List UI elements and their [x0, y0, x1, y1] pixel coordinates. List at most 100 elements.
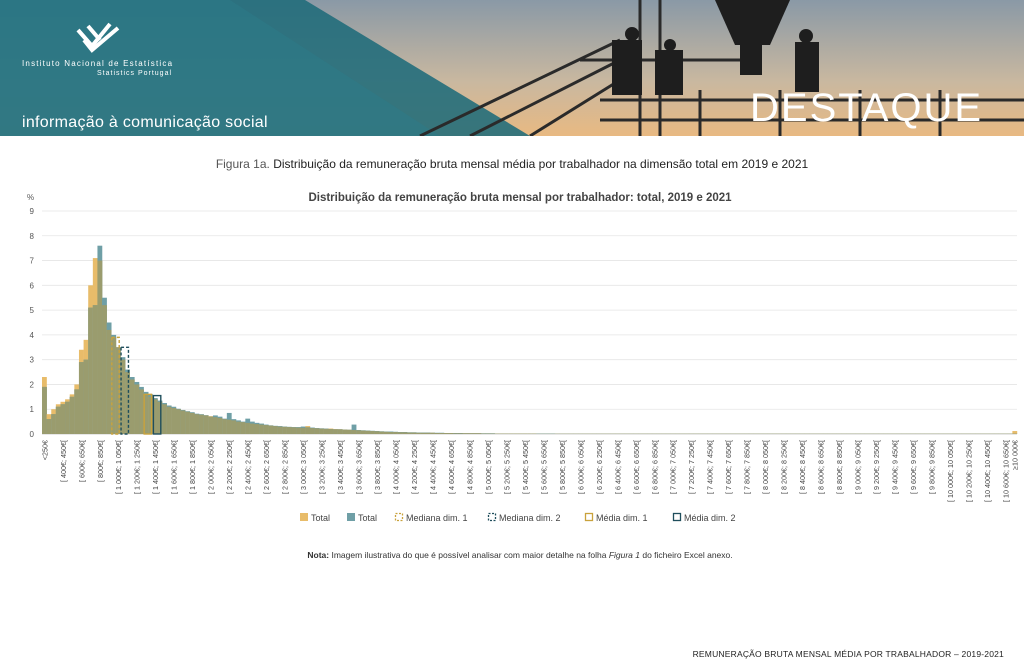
bar-overlap [370, 431, 375, 434]
bar-overlap [420, 432, 426, 434]
bar-overlap [383, 431, 389, 434]
x-tick-label: [ 2 800€; 2 850€[ [281, 440, 290, 494]
bar-overlap [402, 432, 408, 434]
statistic-markers [111, 336, 162, 435]
x-tick-label: [ 9 200€; 9 250€[ [872, 440, 881, 494]
note-label: Nota: [307, 550, 330, 560]
bar-overlap [115, 347, 121, 434]
bar-overlap [360, 430, 366, 434]
note-sheet-name: Figura 1 [608, 550, 640, 560]
bar-overlap [476, 433, 482, 434]
bar-overlap [397, 432, 403, 434]
bar-overlap [78, 362, 84, 434]
y-tick-label: 1 [30, 405, 35, 414]
y-tick-label: 8 [30, 232, 35, 241]
x-tick-label: [ 10 000€; 10 050€[ [946, 440, 955, 502]
bar-overlap [277, 426, 283, 434]
bar-overlap [162, 404, 167, 434]
y-tick-label: 7 [30, 257, 35, 266]
bar-overlap [263, 425, 269, 434]
x-tick-label: [ 6 000€; 6 050€[ [576, 440, 585, 494]
x-tick-label: [ 10 200€; 10 250€[ [964, 440, 973, 502]
bar-overlap [342, 429, 348, 434]
bar-overlap [305, 427, 311, 434]
x-tick-label: [ 8 000€; 8 050€[ [761, 440, 770, 494]
histogram-chart: Distribuição da remuneração bruta mensal… [27, 192, 1020, 523]
bar-overlap [448, 433, 454, 434]
legend-swatch [394, 512, 404, 522]
figure-prefix: Figura 1a. [215, 157, 270, 171]
y-tick-labels: 0 1 2 3 4 5 6 7 8 9 [30, 207, 35, 439]
y-tick-label: 3 [30, 356, 35, 365]
x-tick-label: [ 7 200€; 7 250€[ [687, 440, 696, 494]
x-tick-label: [ 6 600€; 6 650€[ [632, 440, 641, 494]
bar-overlap [42, 386, 47, 434]
y-tick-label: 6 [30, 281, 35, 290]
legend-label: Total [311, 513, 330, 523]
bar-overlap [374, 431, 380, 434]
legend-label: Mediana dim. 1 [406, 513, 468, 523]
legend-label: Média dim. 2 [684, 513, 736, 523]
bar-overlap [55, 406, 61, 434]
bar-overlap [273, 426, 278, 434]
legend-swatch [487, 512, 497, 522]
legend-swatch [347, 513, 355, 521]
bar-overlap [46, 419, 52, 434]
workers-silhouette [612, 0, 819, 95]
bar-overlap [185, 411, 191, 434]
x-tick-label: [ 4 600€; 4 650€[ [447, 440, 456, 494]
x-tick-label: [ 9 800€; 9 850€[ [928, 440, 937, 494]
bar-overlap [139, 389, 144, 434]
y-tick-label: 5 [30, 306, 35, 315]
x-tick-label: [ 10 600€; 10 650€[ [1001, 440, 1010, 502]
x-tick-label: [ 1 200€; 1 250€[ [133, 440, 142, 494]
bar-overlap [199, 414, 204, 434]
bar-overlap [176, 409, 181, 434]
x-tick-label: ≥10 000€ [1011, 440, 1020, 470]
x-tick-labels: <250€ [ 400€; 450€[[ 600€; 650€[[ 800€; 8… [40, 440, 1019, 502]
bar-overlap [65, 401, 70, 434]
x-tick-label: [ 5 600€; 5 650€[ [539, 440, 548, 494]
bar-overlap [148, 396, 154, 434]
marker-bar [120, 346, 130, 435]
bar-overlap [291, 427, 297, 434]
x-tick-label: [ 800€; 850€[ [96, 440, 105, 482]
gridlines [42, 210, 1017, 435]
bar-overlap [74, 389, 80, 434]
bar-overlap [240, 422, 246, 434]
bar-overlap [268, 425, 274, 434]
x-tick-label: [ 8 200€; 8 250€[ [780, 440, 789, 494]
bar-overlap [125, 372, 130, 434]
bar-overlap [411, 432, 417, 434]
x-tick-label: [ 1 400€; 1 450€[ [151, 440, 160, 494]
bar-overlap [231, 420, 237, 434]
bar-overlap [106, 329, 112, 434]
legend-label: Mediana dim. 2 [499, 513, 561, 523]
x-tick-label: [ 400€; 450€[ [59, 440, 68, 482]
x-tick-label: [ 5 000€; 5 050€[ [484, 440, 493, 494]
bar-overlap [236, 421, 241, 434]
bar-overlap [129, 379, 135, 434]
bar-overlap [157, 401, 163, 434]
x-tick-label: [ 6 200€; 6 250€[ [595, 440, 604, 494]
x-tick-label: [ 5 200€; 5 250€[ [502, 440, 511, 494]
bar-overlap [212, 417, 218, 434]
institute-subtitle: Statistics Portugal [97, 70, 173, 77]
bar-overlap [407, 432, 412, 434]
bar-overlap [337, 429, 343, 434]
x-tick-label: [ 10 400€; 10 450€[ [983, 440, 992, 502]
x-tick-label: [ 7 600€; 7 650€[ [724, 440, 733, 494]
bar-overlap [365, 430, 371, 434]
y-tick-label: 2 [30, 380, 35, 389]
x-tick-label: [ 9 000€; 9 050€[ [854, 440, 863, 494]
bar-overlap [254, 424, 260, 434]
marker-bar [152, 394, 162, 435]
x-tick-label: [ 600€; 650€[ [77, 440, 86, 482]
bar-overlap [69, 396, 75, 434]
x-tick-label: [ 3 000€; 3 050€[ [299, 440, 308, 494]
x-tick-label: [ 5 400€; 5 450€[ [521, 440, 530, 494]
bar-total-1 [1012, 431, 1018, 434]
bar-overlap [97, 260, 103, 434]
y-tick-label: 4 [30, 331, 35, 340]
bar-overlap [328, 429, 334, 434]
